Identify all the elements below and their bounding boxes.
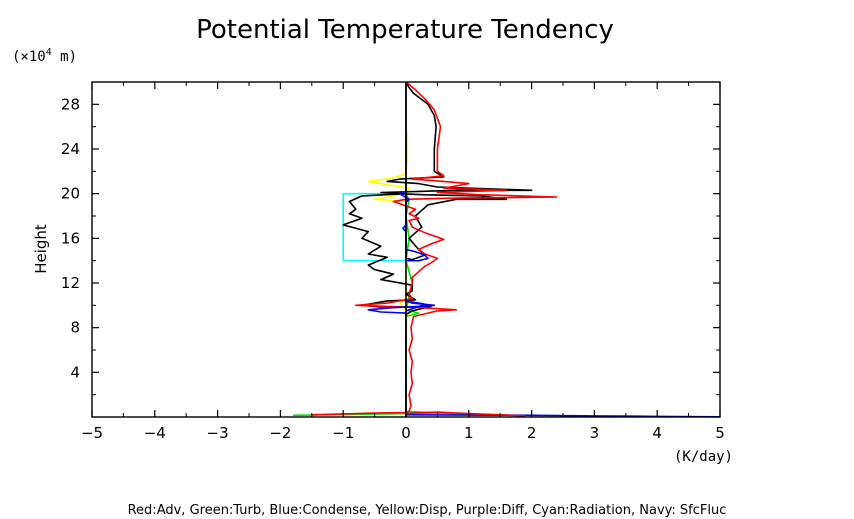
- y-tick-label: 4: [70, 363, 80, 381]
- series-line-2: [292, 193, 501, 417]
- x-tick-label: −4: [144, 424, 166, 442]
- x-tick-label: −1: [332, 424, 354, 442]
- x-tick-label: −3: [207, 424, 229, 442]
- y-axis-label: Height: [32, 224, 50, 274]
- y-axis-unit: (×104 m): [12, 47, 77, 65]
- y-tick-label: 24: [61, 140, 80, 158]
- x-axis-unit: (K/day): [674, 449, 733, 465]
- x-tick-label: −5: [81, 424, 103, 442]
- y-tick-label: 16: [61, 229, 80, 247]
- x-tick-label: 5: [715, 424, 725, 442]
- chart-title: Potential Temperature Tendency: [196, 15, 614, 45]
- y-tick-label: 8: [70, 319, 80, 337]
- legend-text: Red:Adv, Green:Turb, Blue:Condense, Yell…: [128, 503, 727, 518]
- series-line-6: [405, 411, 526, 417]
- y-tick-label: 28: [61, 95, 80, 113]
- series-line-9: [367, 300, 436, 314]
- x-tick-label: 4: [652, 424, 662, 442]
- x-tick-label: 1: [464, 424, 474, 442]
- x-tick-label: 2: [527, 424, 537, 442]
- y-tick-label: 12: [61, 274, 80, 292]
- series-line-0: [342, 192, 406, 262]
- x-tick-label: −2: [269, 424, 291, 442]
- series-line-7: [311, 81, 558, 416]
- series-line-4: [380, 81, 533, 261]
- x-tick-label: 3: [590, 424, 600, 442]
- y-tick-label: 20: [61, 185, 80, 203]
- x-tick-label: 0: [401, 424, 411, 442]
- series-layer: [292, 81, 721, 418]
